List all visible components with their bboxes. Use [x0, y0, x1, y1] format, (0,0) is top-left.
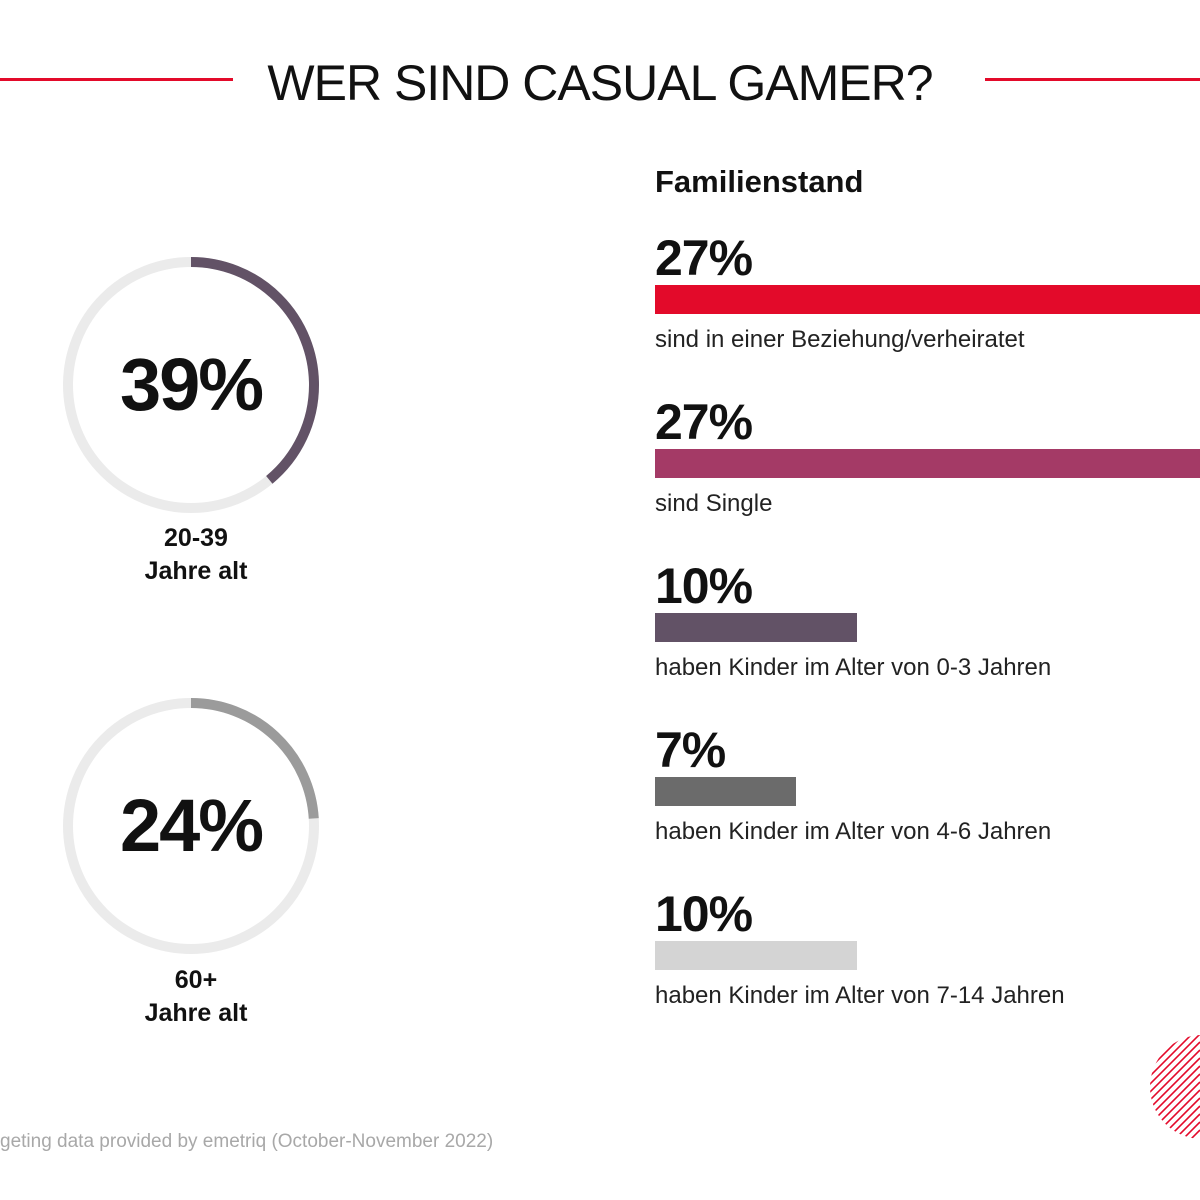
bar-value-label: 10% [655, 886, 753, 942]
bar-value-label: 7% [655, 722, 726, 778]
donut-label: 60+ Jahre alt [60, 964, 332, 1030]
bar [655, 941, 857, 970]
bar-value-label: 27% [655, 394, 753, 450]
bar [655, 613, 857, 642]
donut-arc [63, 698, 319, 954]
donut-chart-age-60-plus: 24% [60, 695, 322, 957]
donut-label-line2: Jahre alt [144, 999, 248, 1027]
donut-svg [63, 698, 319, 954]
bar-category-label: sind Single [655, 490, 773, 517]
donut-label-line1: 20-39 [164, 524, 228, 552]
donut-arc [63, 257, 319, 513]
source-note: geting data provided by emetriq (October… [0, 1131, 494, 1152]
page-title: WER SIND CASUAL GAMER? [267, 55, 933, 111]
donut-label-line2: Jahre alt [144, 557, 248, 585]
bar-category-label: haben Kinder im Alter von 4-6 Jahren [655, 818, 1052, 845]
section-title-familienstand: Familienstand [655, 164, 864, 199]
bar-item: 27% sind Single [655, 394, 1200, 524]
bar-item: 10% haben Kinder im Alter von 7-14 Jahre… [655, 886, 1200, 1016]
title-rule-right [985, 78, 1200, 81]
bar-category-label: haben Kinder im Alter von 7-14 Jahren [655, 982, 1065, 1009]
donut-label-line1: 60+ [174, 966, 218, 994]
bar-item: 27% sind in einer Beziehung/verheiratet [655, 230, 1200, 360]
donut-chart-age-20-39: 39% [60, 254, 322, 516]
donut-value: 24% [119, 784, 264, 867]
donut-value: 39% [119, 343, 264, 426]
bar-item: 10% haben Kinder im Alter von 0-3 Jahren [655, 558, 1200, 688]
bar-value-label: 10% [655, 558, 753, 614]
donut-label: 20-39 Jahre alt [60, 522, 332, 588]
logo-svg [1150, 1035, 1200, 1139]
title-rule-left [0, 78, 233, 81]
bar [655, 449, 1200, 478]
donut-svg [63, 257, 319, 513]
bar-category-label: haben Kinder im Alter von 0-3 Jahren [655, 654, 1052, 681]
bar-category-label: sind in einer Beziehung/verheiratet [655, 326, 1025, 353]
striped-circle-logo-icon [1140, 1030, 1200, 1145]
bar [655, 285, 1200, 314]
bar-item: 7% haben Kinder im Alter von 4-6 Jahren [655, 722, 1200, 852]
bar [655, 777, 797, 806]
bar-value-label: 27% [655, 230, 753, 286]
